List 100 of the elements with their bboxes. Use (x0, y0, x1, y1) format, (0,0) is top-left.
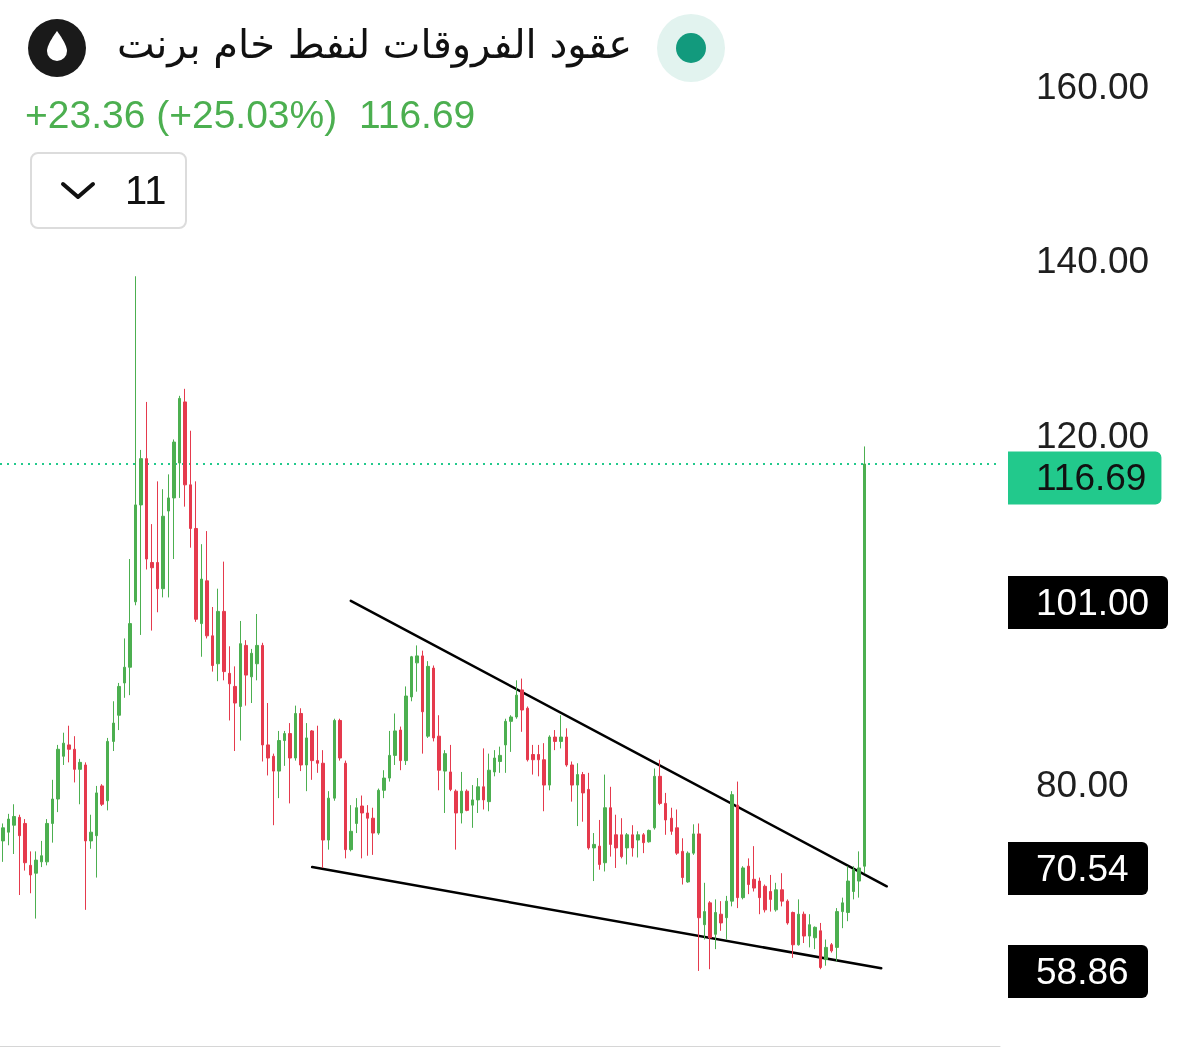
candlestick (355, 797, 358, 834)
candlestick (410, 655, 413, 702)
candlestick (183, 388, 187, 508)
candlestick (780, 872, 784, 907)
candlestick (664, 792, 667, 836)
candlestick (310, 729, 314, 781)
candlestick (344, 760, 347, 859)
candlestick (714, 898, 717, 950)
candlestick (123, 637, 126, 699)
candlestick (51, 779, 54, 844)
candlestick (178, 395, 181, 499)
candlestick (813, 925, 817, 950)
candlestick (625, 832, 629, 865)
candlestick (449, 744, 452, 792)
candlestick (89, 814, 93, 850)
candlestick (338, 718, 342, 762)
candlestick (520, 678, 524, 733)
candlestick (559, 714, 563, 749)
candlestick (45, 818, 49, 866)
candlestick (576, 762, 579, 827)
candlestick (708, 900, 712, 970)
chart-subtitle: +23.36 (+25.03%) 116.69 (25, 92, 476, 138)
candlestick (808, 913, 811, 948)
ref-line-label: 116.69 (1036, 457, 1147, 499)
candlestick (294, 705, 297, 762)
candlestick (327, 790, 330, 851)
candlestick (421, 650, 424, 755)
y-tick-label: 160.00 (1036, 65, 1150, 107)
candlestick (56, 744, 60, 813)
candlestick (763, 884, 767, 913)
candlestick (29, 850, 32, 894)
candlestick (18, 814, 21, 896)
candlestick (542, 742, 546, 812)
candlestick (603, 774, 607, 872)
candlestick (222, 561, 226, 681)
candlestick (100, 783, 104, 807)
candlestick (250, 648, 253, 704)
candlestick (167, 473, 170, 598)
candlestick (769, 874, 772, 913)
candlestick (487, 753, 491, 812)
candlestick (189, 430, 192, 549)
candlestick (454, 788, 458, 851)
candlestick (841, 897, 844, 929)
candlestick (719, 900, 723, 932)
candlestick (34, 850, 38, 920)
y-tick-label: 120.00 (1036, 414, 1150, 456)
candlestick (802, 911, 806, 944)
candlestick (67, 725, 71, 763)
candlestick (581, 771, 585, 823)
candlestick (62, 732, 65, 766)
candlestick (703, 882, 706, 941)
candlestick (509, 714, 513, 753)
candlestick (786, 898, 789, 926)
candlestick (145, 401, 148, 570)
candlestick (476, 777, 480, 814)
candlestick (675, 808, 679, 856)
candlestick (371, 807, 375, 856)
candlestick (498, 746, 502, 774)
candlestick (84, 761, 87, 911)
candlestick (139, 449, 143, 636)
candlestick (852, 865, 855, 900)
candlestick (377, 788, 380, 836)
candlestick (128, 558, 132, 696)
candlestick (239, 620, 242, 742)
candlestick (791, 911, 795, 959)
candlestick (261, 642, 264, 762)
candlestick (172, 438, 176, 560)
candlestick (592, 832, 596, 882)
candlestick (548, 734, 551, 791)
candlestick (730, 790, 734, 907)
candlestick (426, 660, 430, 739)
candlestick (321, 749, 325, 869)
candlestick (846, 865, 850, 922)
candlestick (95, 785, 98, 879)
candlestick (857, 850, 861, 899)
candlestick (73, 735, 76, 783)
candlestick (437, 714, 441, 791)
candlestick (255, 613, 259, 681)
candlestick (493, 749, 496, 777)
candlestick (382, 769, 386, 799)
candlestick (366, 804, 369, 857)
candlestick (830, 942, 833, 954)
candlestick (537, 744, 540, 777)
candlestick (333, 718, 336, 802)
candlestick (653, 767, 656, 831)
candlestick (565, 727, 568, 768)
candlestick (299, 707, 303, 772)
candlestick (609, 786, 612, 858)
candlestick (631, 824, 634, 858)
candlestick (349, 804, 353, 852)
candlestick (642, 832, 645, 854)
candlestick (432, 664, 435, 742)
candlestick (40, 840, 43, 868)
candlestick (216, 588, 220, 682)
candlestick (526, 706, 529, 762)
candlestick (598, 819, 601, 871)
candlestick (819, 922, 822, 970)
candlestick (647, 829, 651, 844)
candlestick (797, 898, 800, 947)
annotation: 11 (125, 167, 167, 214)
